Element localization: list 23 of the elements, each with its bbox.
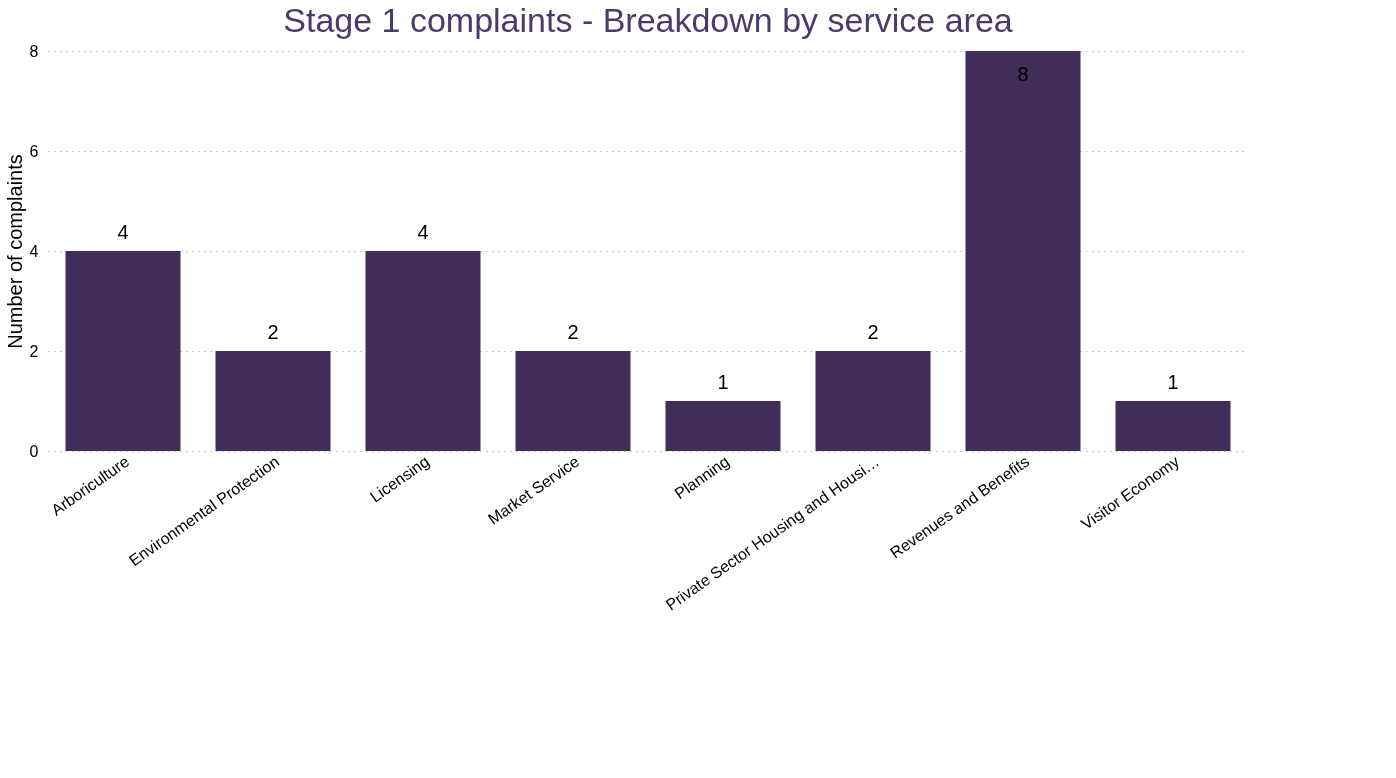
data-label: 1 (1167, 371, 1179, 393)
data-label: 1 (717, 371, 729, 393)
y-tick-label: 4 (29, 242, 39, 260)
y-tick-label: 6 (29, 142, 39, 160)
data-label: 2 (567, 321, 579, 343)
data-label: 4 (417, 221, 429, 243)
bar (1115, 401, 1231, 451)
chart-title: Stage 1 complaints - Breakdown by service area (283, 1, 1013, 39)
data-label: 4 (117, 221, 129, 243)
y-tick-label: 8 (29, 42, 39, 60)
y-tick-label: 2 (29, 342, 39, 360)
y-axis-title: Number of complaints (3, 154, 26, 349)
bar (365, 251, 481, 451)
y-tick-label: 0 (29, 442, 39, 460)
bar (665, 401, 781, 451)
bar (965, 51, 1081, 451)
data-label: 2 (267, 321, 279, 343)
bar (515, 351, 631, 451)
bar (65, 251, 181, 451)
data-label: 2 (867, 321, 879, 343)
bar (215, 351, 331, 451)
bar (815, 351, 931, 451)
data-label: 8 (1017, 63, 1029, 85)
